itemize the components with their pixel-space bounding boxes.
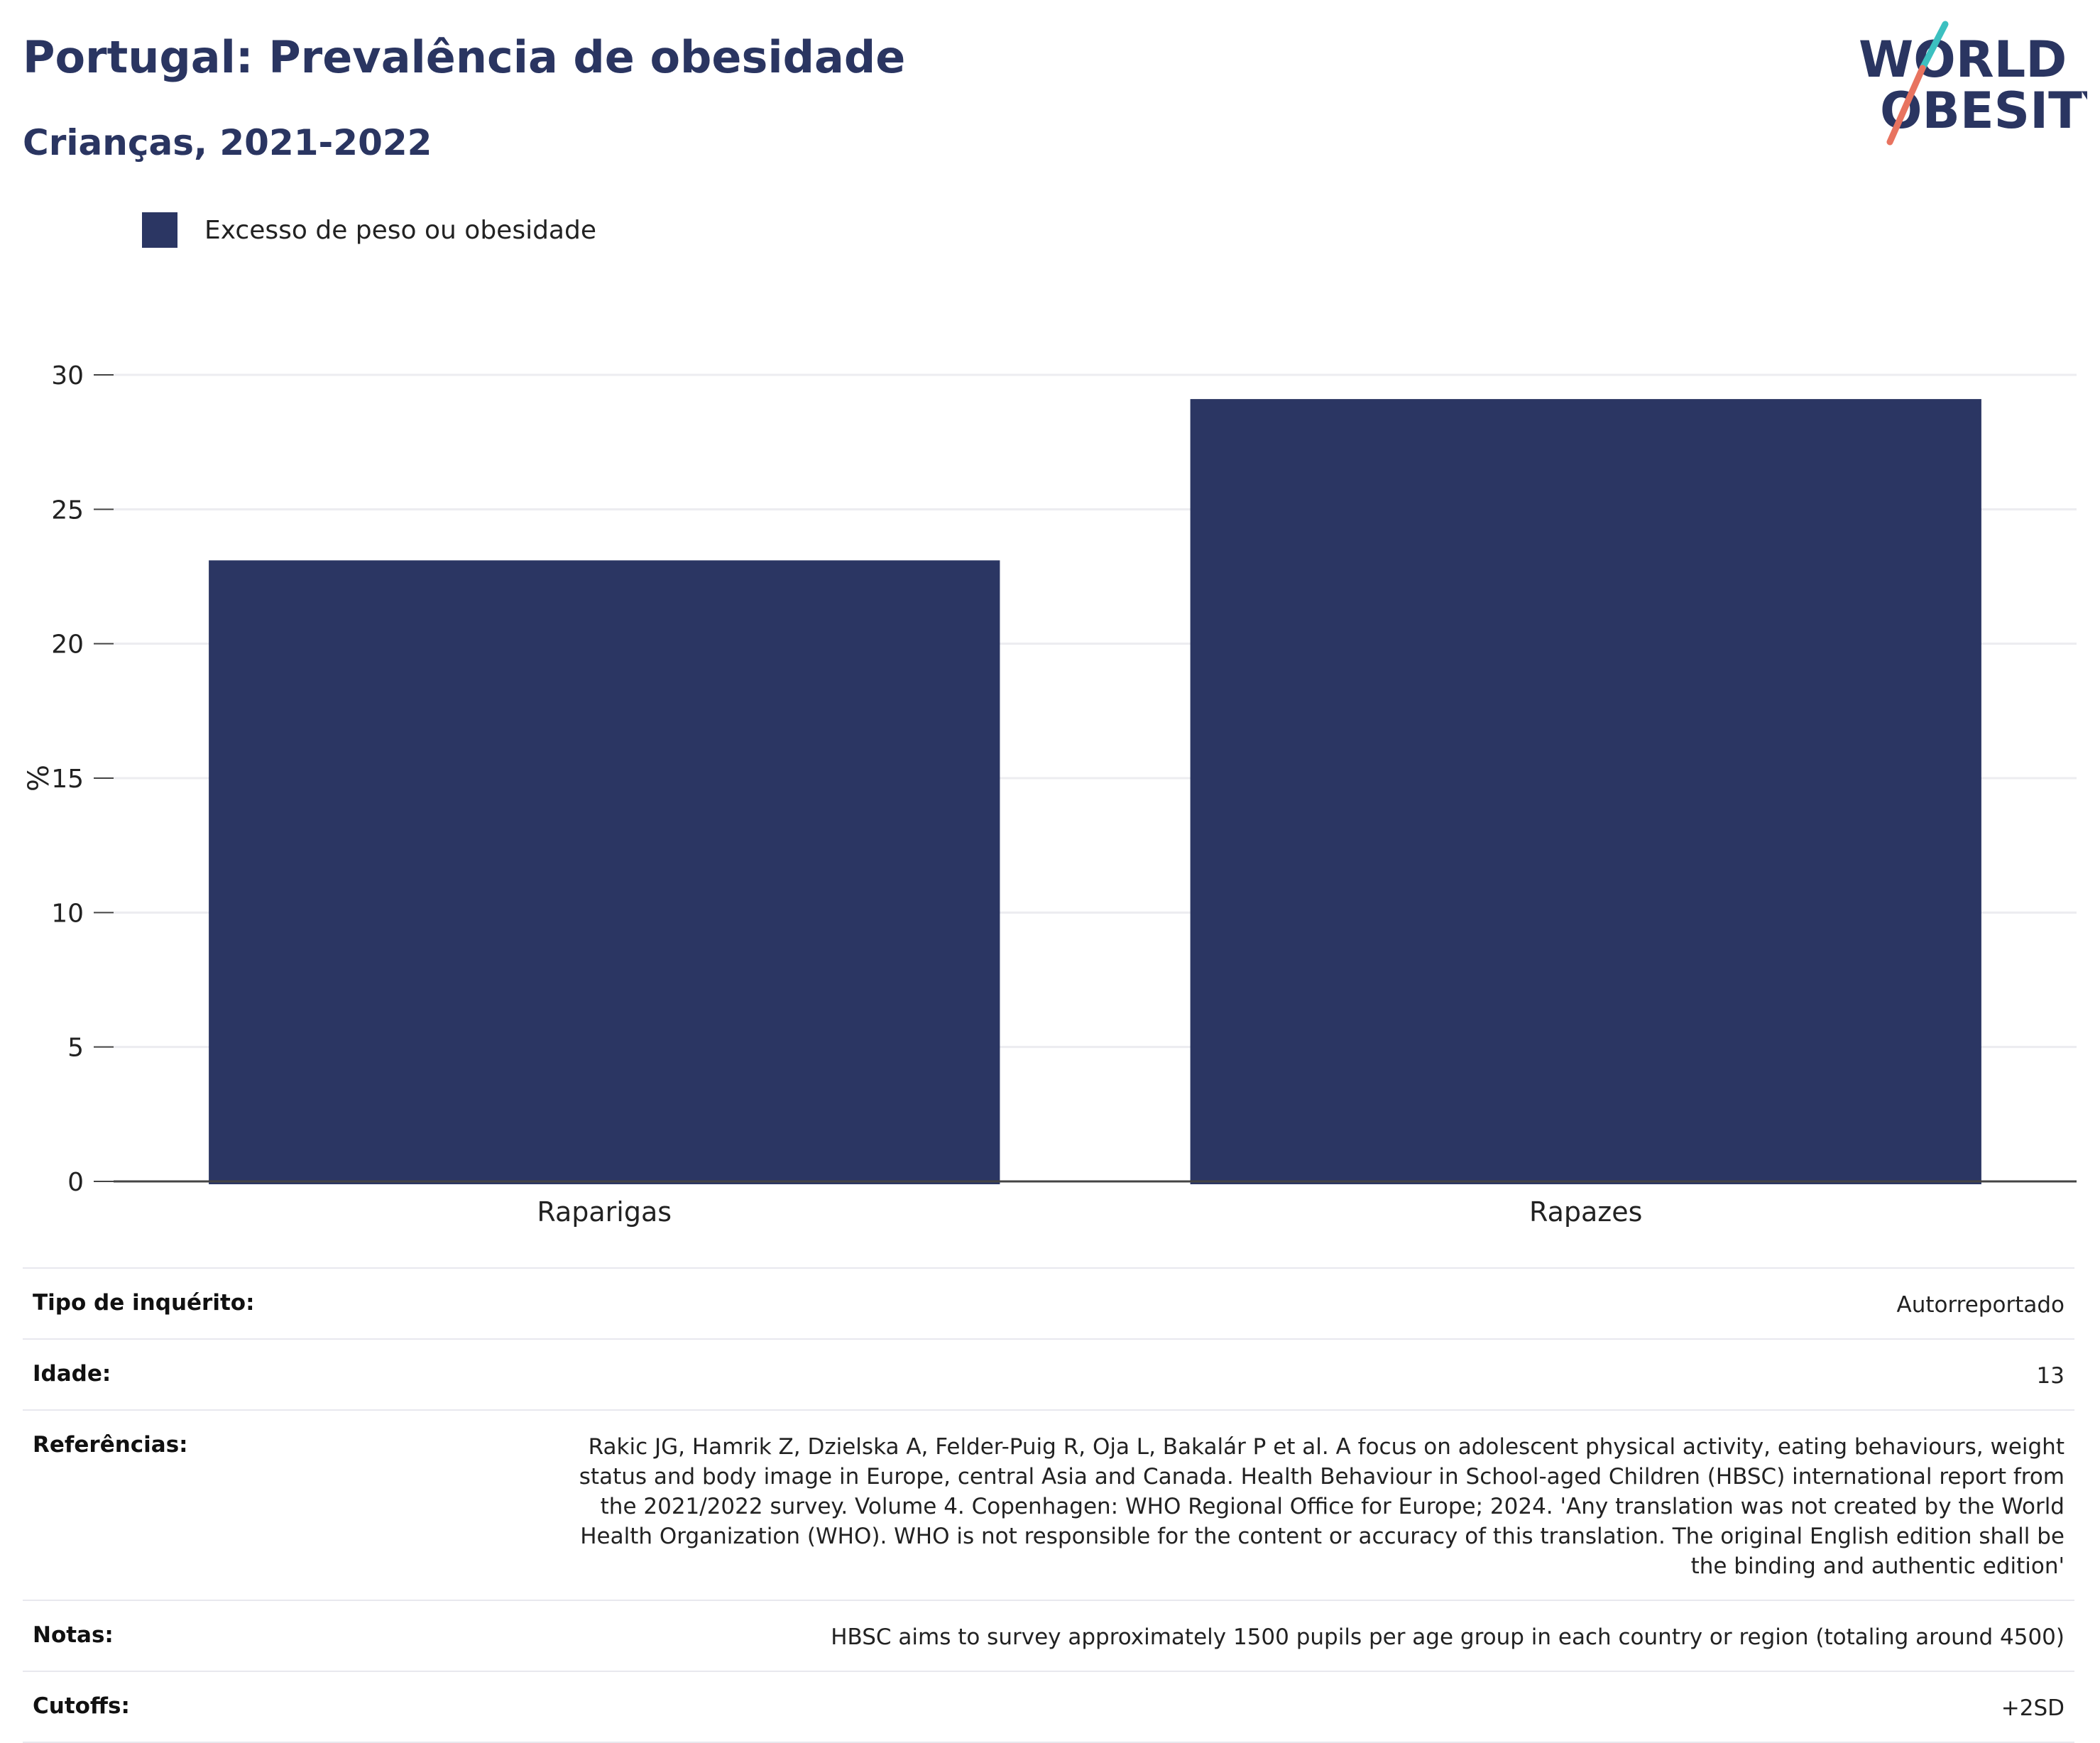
info-row: Idade: 13 bbox=[23, 1338, 2074, 1409]
y-axis-label: % bbox=[23, 765, 55, 792]
info-row: Notas: HBSC aims to survey approximately … bbox=[23, 1600, 2074, 1671]
y-tick-label: 25 bbox=[51, 496, 84, 525]
world-obesity-logo: WORLD OBESITY bbox=[1859, 21, 2087, 146]
info-row-label: Referências: bbox=[33, 1432, 188, 1458]
y-tick-label: 30 bbox=[51, 361, 84, 390]
logo-slash-teal bbox=[1919, 21, 1949, 72]
info-row-label: Idade: bbox=[33, 1361, 111, 1387]
x-tick-label: Raparigas bbox=[537, 1196, 672, 1228]
page-subtitle: Crianças, 2021-2022 bbox=[23, 122, 432, 163]
info-row-value: HBSC aims to survey approximately 1500 p… bbox=[831, 1624, 2065, 1650]
info-row-value: Rakic JG, Hamrik Z, Dzielska A, Felder-P… bbox=[579, 1434, 2065, 1579]
y-tick-label: 10 bbox=[51, 899, 84, 928]
y-tick-label: 5 bbox=[67, 1034, 84, 1063]
info-row-value: +2SD bbox=[2001, 1695, 2065, 1721]
chart-legend: Excesso de peso ou obesidade bbox=[142, 210, 596, 250]
info-row-value: 13 bbox=[2036, 1363, 2065, 1389]
bar-raparigas bbox=[209, 560, 1000, 1184]
x-tick-label: Rapazes bbox=[1529, 1196, 1642, 1228]
y-tick-label: 0 bbox=[67, 1168, 84, 1197]
bar-chart: 0 5 10 15 20 25 30% Raparigas Rapazes bbox=[23, 361, 2077, 1228]
info-row: Cutoffs: +2SD bbox=[23, 1671, 2074, 1743]
logo-slash-coral bbox=[1886, 65, 1926, 146]
legend-swatch bbox=[142, 212, 177, 248]
info-row: Referências: Rakic JG, Hamrik Z, Dzielska… bbox=[23, 1409, 2074, 1600]
info-row-label: Tipo de inquérito: bbox=[33, 1290, 255, 1316]
info-row-value: Autorreportado bbox=[1896, 1292, 2065, 1318]
info-row-label: Notas: bbox=[33, 1622, 114, 1648]
logo-line-1: WORLD bbox=[1859, 31, 2067, 89]
y-tick-label: 20 bbox=[51, 630, 84, 660]
page-title: Portugal: Prevalência de obesidade bbox=[23, 31, 906, 83]
bar-rapazes bbox=[1190, 399, 1981, 1184]
y-tick-label: 15 bbox=[51, 765, 84, 794]
legend-label: Excesso de peso ou obesidade bbox=[204, 215, 596, 245]
info-row-label: Cutoffs: bbox=[33, 1693, 130, 1719]
info-row: Tipo de inquérito: Autorreportado bbox=[23, 1267, 2074, 1338]
info-table: Tipo de inquérito: Autorreportado Idade: 13… bbox=[23, 1267, 2074, 1743]
